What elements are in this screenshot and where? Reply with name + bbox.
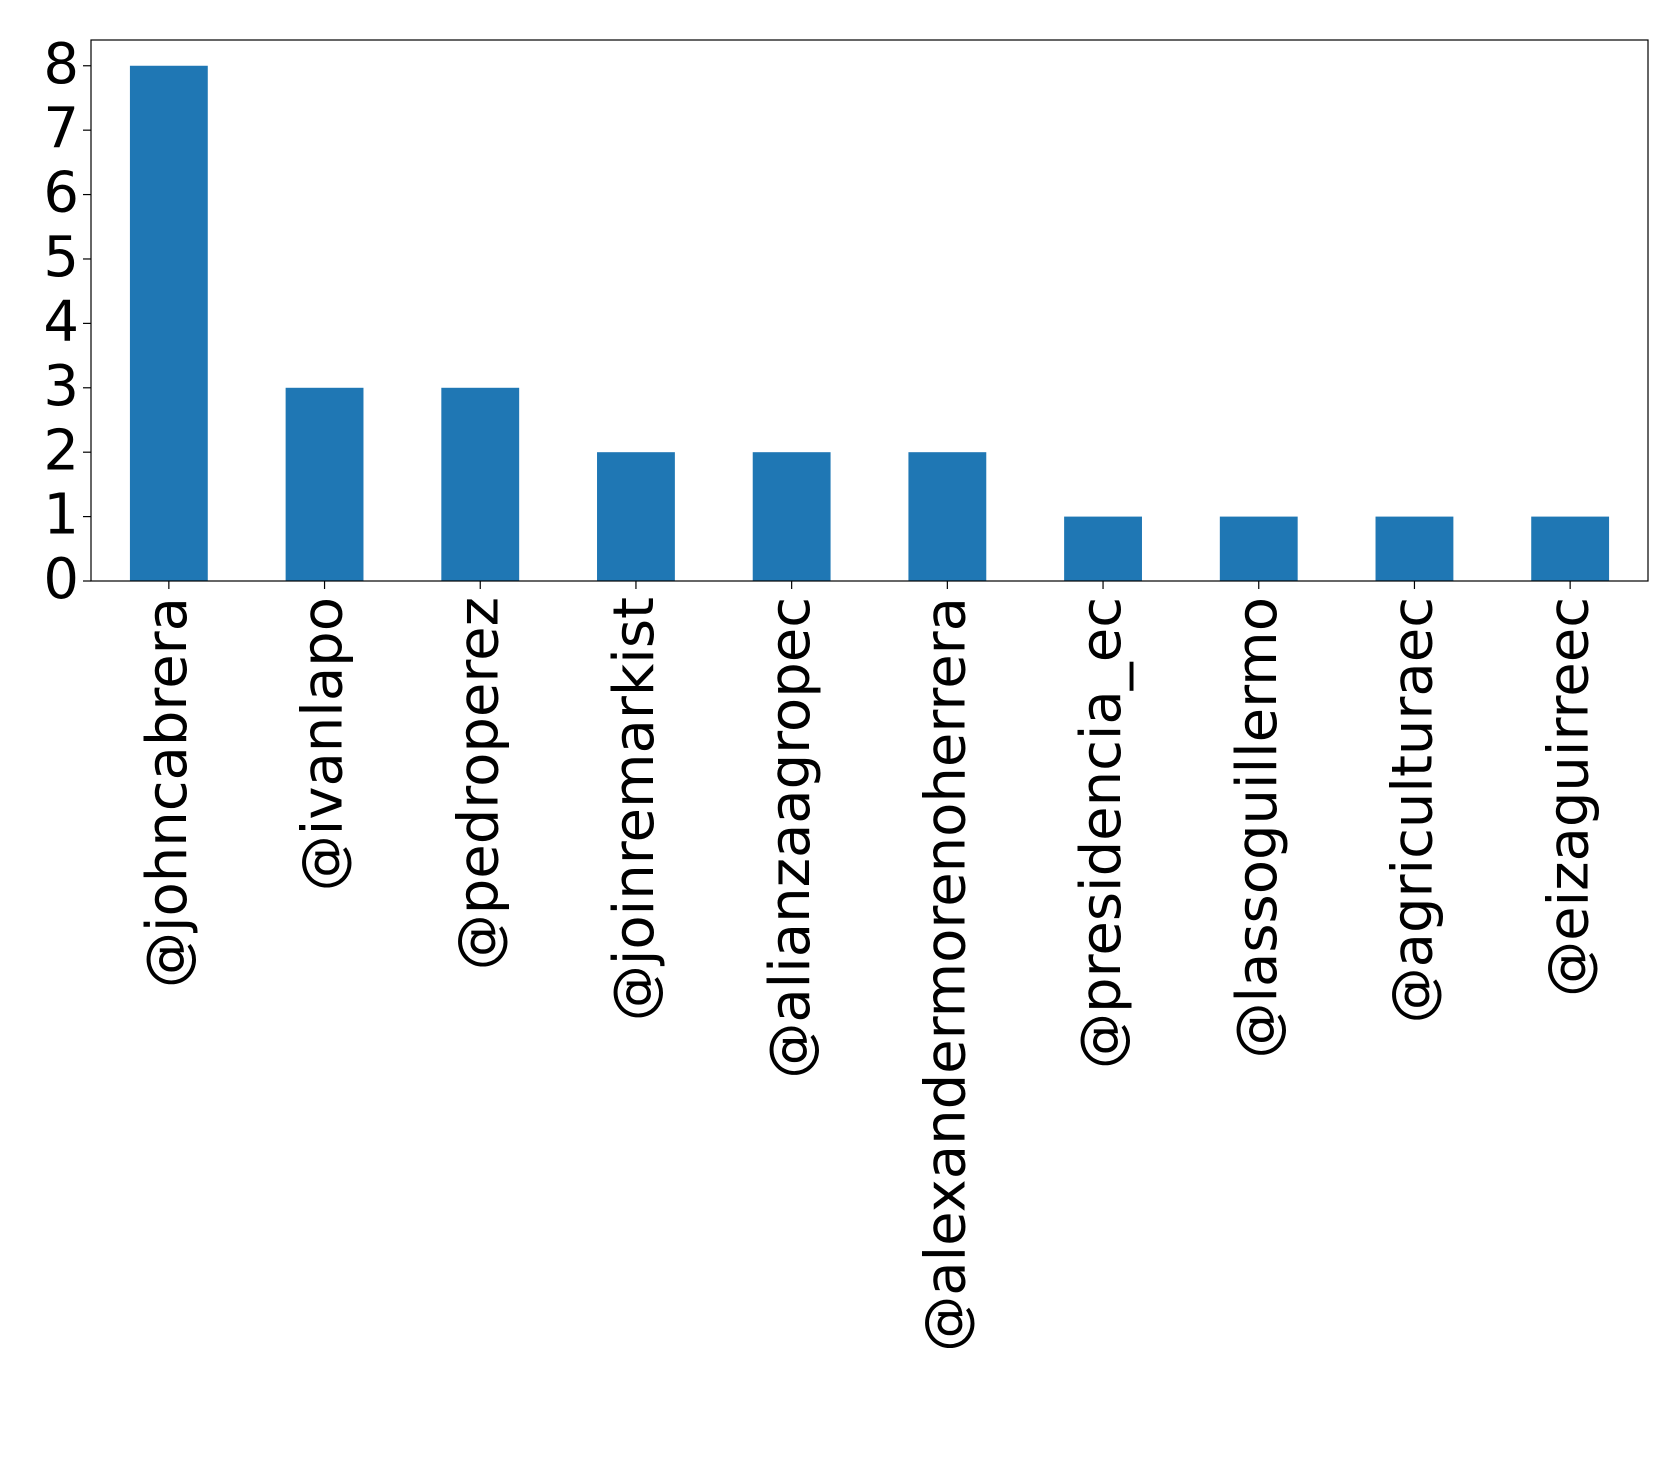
bar	[441, 387, 520, 581]
bar	[752, 452, 831, 581]
y-tick-label: 5	[43, 225, 79, 290]
x-tick-label: @pedroperez	[446, 597, 511, 970]
x-tick-label: @eizaguirreec	[1536, 597, 1601, 997]
y-tick-label: 6	[43, 161, 79, 226]
bar	[597, 452, 675, 581]
bar	[129, 65, 208, 581]
y-tick-label: 3	[43, 354, 79, 419]
x-tick-label: @agriculturaec	[1381, 597, 1446, 1023]
x-tick-label: @alexandermorenoherrera	[913, 597, 978, 1352]
bar	[1064, 516, 1142, 581]
x-tick-label: @alianzaagropec	[758, 597, 823, 1079]
plot-frame	[90, 39, 1649, 582]
y-tick-label: 1	[43, 483, 79, 548]
bar	[1531, 516, 1610, 581]
y-tick-label: 4	[43, 290, 79, 355]
bar	[1375, 516, 1454, 581]
bar	[908, 452, 987, 581]
x-tick-label: @joinremarkist	[602, 597, 667, 1021]
x-tick-label: @lassoguillermo	[1225, 597, 1290, 1059]
bar	[1219, 516, 1298, 581]
y-tick-label: 0	[43, 547, 79, 612]
y-tick-label: 2	[43, 418, 79, 483]
y-tick-label: 8	[43, 32, 79, 97]
x-tick-label: @presidencia_ec	[1069, 597, 1134, 1069]
x-tick-label: @ivanlapo	[291, 597, 356, 891]
x-tick-label: @johncabrera	[135, 597, 200, 988]
bar	[285, 387, 364, 581]
y-tick-label: 7	[43, 96, 79, 161]
